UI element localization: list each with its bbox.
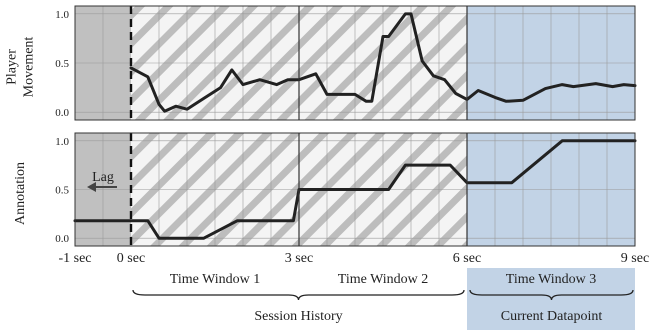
lag-arrow-head — [87, 182, 96, 192]
y-axis-title: Annotation — [13, 162, 28, 225]
panel-frame — [74, 5, 636, 121]
y-axis-title: Player — [5, 49, 20, 85]
y-tick-label: 0.0 — [55, 233, 69, 245]
brace-label: Current Datapoint — [501, 309, 603, 324]
x-tick-label: 6 sec — [453, 251, 481, 266]
y-tick-label: 0.0 — [55, 107, 69, 119]
y-tick-label: 0.5 — [55, 58, 69, 70]
y-axis-title: Movement — [22, 37, 37, 98]
time-window-label: Time Window 1 — [170, 272, 260, 287]
x-tick-label: 3 sec — [285, 251, 313, 266]
brace — [469, 289, 634, 301]
x-tick-label: 9 sec — [621, 251, 649, 266]
y-tick-label: 1.0 — [55, 136, 69, 148]
time-window-label: Time Window 3 — [506, 272, 596, 287]
panel-frame — [74, 132, 636, 247]
series-line-panel-1 — [129, 12, 637, 113]
time-window-label: Time Window 2 — [338, 272, 428, 287]
brace-label: Session History — [254, 309, 342, 324]
y-tick-label: 1.0 — [55, 9, 69, 21]
x-tick-label: 0 sec — [117, 251, 145, 266]
lag-label: Lag — [92, 170, 114, 185]
brace — [132, 289, 465, 301]
series-line-panel-2 — [73, 139, 637, 240]
x-tick-label: -1 sec — [58, 251, 91, 266]
y-tick-label: 0.5 — [55, 185, 69, 197]
